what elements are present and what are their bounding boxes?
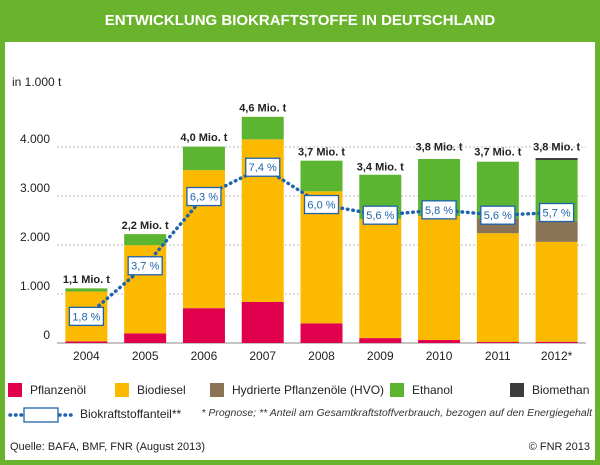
bar-segment bbox=[476, 342, 519, 343]
share-label: 6,3 % bbox=[190, 191, 218, 203]
total-label: 2,2 Mio. t bbox=[122, 220, 169, 232]
bar-segment bbox=[241, 116, 284, 140]
x-tick-label: 2012* bbox=[541, 349, 573, 363]
legend-label: Pflanzenöl bbox=[30, 383, 86, 397]
bar-segment bbox=[535, 220, 578, 242]
x-tick-label: 2004 bbox=[73, 349, 100, 363]
bar-segment bbox=[300, 323, 343, 343]
copyright: © FNR 2013 bbox=[529, 441, 590, 453]
share-box bbox=[303, 194, 340, 215]
y-tick-label: 2.000 bbox=[20, 230, 50, 244]
legend-label: Biokraftstoffanteil** bbox=[80, 407, 181, 421]
source: Quelle: BAFA, BMF, FNR (August 2013) bbox=[10, 441, 205, 453]
total-label: 3,8 Mio. t bbox=[533, 142, 580, 154]
total-label: 4,0 Mio. t bbox=[180, 132, 227, 144]
bar-segment bbox=[300, 160, 343, 192]
bar-segment bbox=[241, 301, 284, 343]
y-axis-label: in 1.000 t bbox=[12, 75, 62, 89]
bar-segment bbox=[476, 233, 519, 343]
total-label: 3,4 Mio. t bbox=[357, 161, 404, 173]
legend-swatch bbox=[510, 383, 524, 397]
chart-title: ENTWICKLUNG BIOKRAFTSTOFFE IN DEUTSCHLAN… bbox=[105, 12, 496, 29]
bar-segment bbox=[535, 158, 578, 160]
bar-segment bbox=[418, 216, 461, 341]
share-box bbox=[245, 157, 281, 177]
legend-box bbox=[23, 407, 59, 423]
x-tick-label: 2009 bbox=[367, 349, 394, 363]
total-label: 1,1 Mio. t bbox=[63, 274, 110, 286]
share-label: 3,7 % bbox=[131, 261, 159, 273]
x-tick-label: 2011 bbox=[485, 349, 511, 363]
bar-segment bbox=[124, 333, 167, 343]
bar-segment bbox=[359, 218, 402, 339]
y-tick-label: 3.000 bbox=[20, 181, 50, 195]
bar-segment bbox=[182, 146, 225, 171]
bar-segment bbox=[359, 338, 402, 343]
legend-label: Biodiesel bbox=[137, 383, 186, 397]
share-label: 5,6 % bbox=[484, 210, 512, 222]
share-label: 1,8 % bbox=[72, 311, 100, 323]
y-tick-label: 4.000 bbox=[20, 132, 50, 146]
share-box bbox=[538, 202, 575, 223]
legend-swatch bbox=[390, 383, 404, 397]
bar-segment bbox=[65, 341, 108, 343]
share-box bbox=[421, 200, 457, 220]
total-label: 3,7 Mio. t bbox=[474, 147, 521, 159]
share-label: 6,0 % bbox=[307, 199, 335, 211]
total-label: 3,8 Mio. t bbox=[416, 142, 463, 154]
share-box bbox=[480, 205, 516, 225]
share-label: 5,8 % bbox=[425, 205, 453, 217]
bar-segment bbox=[65, 288, 108, 292]
legend-swatch bbox=[115, 383, 129, 397]
bar-segment bbox=[124, 234, 167, 246]
legend-label: Biomethan bbox=[532, 383, 589, 397]
x-tick-label: 2005 bbox=[132, 349, 159, 363]
x-tick-label: 2006 bbox=[191, 349, 218, 363]
legend-swatch bbox=[210, 383, 224, 397]
total-label: 4,6 Mio. t bbox=[239, 103, 286, 115]
y-tick-label: 0 bbox=[43, 328, 50, 342]
share-box bbox=[362, 205, 398, 225]
bar-segment bbox=[535, 341, 578, 343]
x-tick-label: 2007 bbox=[249, 349, 276, 363]
share-box bbox=[68, 306, 105, 327]
legend-label: Ethanol bbox=[412, 383, 453, 397]
share-label: 5,7 % bbox=[543, 207, 571, 219]
bar-segment bbox=[418, 340, 461, 343]
bar-segment bbox=[535, 241, 578, 342]
share-box bbox=[127, 256, 163, 276]
x-tick-label: 2008 bbox=[308, 349, 335, 363]
footnote: * Prognose; ** Anteil am Gesamtkraftstof… bbox=[201, 407, 593, 419]
x-tick-label: 2010 bbox=[426, 349, 453, 363]
share-box bbox=[186, 186, 222, 207]
share-label: 5,6 % bbox=[366, 210, 394, 222]
legend-label: Hydrierte Pflanzenöle (HVO) bbox=[232, 383, 384, 397]
header-band bbox=[0, 0, 600, 42]
y-tick-label: 1.000 bbox=[20, 279, 50, 293]
total-label: 3,7 Mio. t bbox=[298, 147, 345, 159]
legend-swatch bbox=[8, 383, 22, 397]
bar-segment bbox=[182, 308, 225, 343]
share-label: 7,4 % bbox=[249, 162, 277, 174]
